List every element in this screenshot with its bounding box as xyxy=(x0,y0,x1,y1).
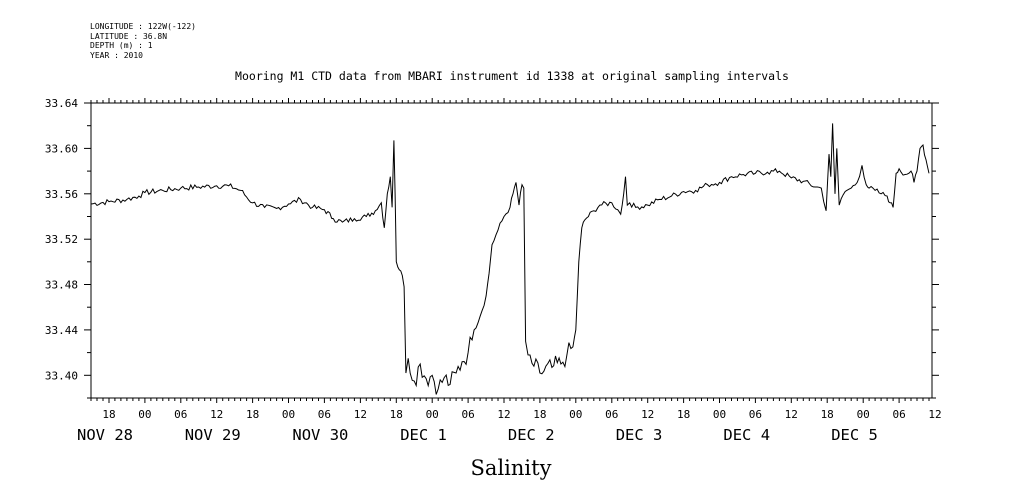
x-tick-label: 00 xyxy=(713,408,726,421)
latitude-text: LATITUDE : 36.8N xyxy=(90,31,168,41)
year-text: YEAR : 2010 xyxy=(90,50,143,60)
x-tick-label: 00 xyxy=(569,408,582,421)
x-tick-label: 06 xyxy=(318,408,331,421)
x-tick-label: 00 xyxy=(857,408,870,421)
x-day-label: DEC 4 xyxy=(723,426,770,444)
station-metadata: LONGITUDE : 122W(-122) LATITUDE : 36.8N … xyxy=(90,22,196,60)
x-day-label: NOV 28 xyxy=(77,426,133,444)
x-day-label: DEC 3 xyxy=(616,426,663,444)
x-tick-label: 12 xyxy=(928,408,941,421)
depth-text: DEPTH (m) : 1 xyxy=(90,41,153,50)
x-tick-label: 00 xyxy=(426,408,439,421)
x-axis-label: Salinity xyxy=(471,456,552,480)
x-tick-label: 12 xyxy=(641,408,654,421)
y-tick-label: 33.56 xyxy=(45,188,78,201)
x-tick-label: 00 xyxy=(282,408,295,421)
x-day-label: NOV 30 xyxy=(292,426,348,444)
y-tick-label: 33.40 xyxy=(45,369,78,382)
x-tick-label: 18 xyxy=(102,408,115,421)
y-tick-label: 33.48 xyxy=(45,279,78,292)
x-tick-label: 18 xyxy=(677,408,690,421)
x-day-label: DEC 5 xyxy=(831,426,878,444)
chart-title: Mooring M1 CTD data from MBARI instrumen… xyxy=(235,69,789,83)
axis-ticks xyxy=(84,98,939,403)
y-tick-label: 33.44 xyxy=(45,324,78,337)
y-tick-label: 33.64 xyxy=(45,97,78,110)
x-tick-label: 00 xyxy=(138,408,151,421)
x-tick-label: 12 xyxy=(785,408,798,421)
x-tick-label: 06 xyxy=(892,408,905,421)
x-tick-label: 12 xyxy=(497,408,510,421)
x-tick-label: 18 xyxy=(246,408,259,421)
x-tick-label: 18 xyxy=(533,408,546,421)
x-tick-label: 06 xyxy=(605,408,618,421)
x-axis-labels: 18 00 06 12 18 00 06 12 18 00 06 12 18 00 06 12 18 00 06 12… xyxy=(77,408,942,444)
salinity-line xyxy=(90,123,930,395)
longitude-text: LONGITUDE : 122W(-122) xyxy=(90,22,196,31)
x-tick-label: 12 xyxy=(354,408,367,421)
x-tick-label: 18 xyxy=(390,408,403,421)
y-axis-labels: 33.40 33.44 33.48 33.52 33.56 33.60 33.64 xyxy=(45,97,78,382)
x-tick-label: 12 xyxy=(210,408,223,421)
x-tick-label: 18 xyxy=(821,408,834,421)
x-day-label: DEC 2 xyxy=(508,426,555,444)
x-tick-label: 06 xyxy=(749,408,762,421)
x-tick-label: 06 xyxy=(174,408,187,421)
y-tick-label: 33.52 xyxy=(45,233,78,246)
x-day-label: NOV 29 xyxy=(185,426,241,444)
x-day-label: DEC 1 xyxy=(400,426,447,444)
y-tick-label: 33.60 xyxy=(45,142,78,155)
plot-frame xyxy=(90,102,933,399)
x-tick-label: 06 xyxy=(461,408,474,421)
